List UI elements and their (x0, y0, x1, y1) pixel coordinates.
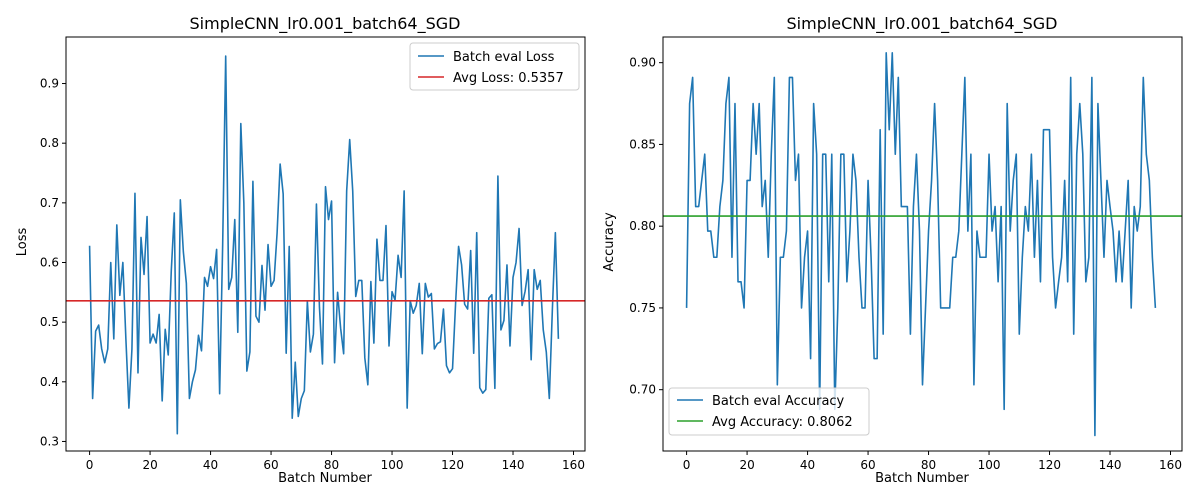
accuracy-chart-xtick-label: 100 (978, 458, 1001, 472)
loss-chart-legend: Batch eval Loss Avg Loss: 0.5357 (409, 42, 580, 91)
accuracy-chart-ytick-label: 0.90 (629, 56, 656, 70)
accuracy-chart-ytick-label: 0.70 (629, 383, 656, 397)
accuracy-chart-legend: Batch eval Accuracy Avg Accuracy: 0.8062 (668, 387, 870, 436)
accuracy-chart-ytick-label: 0.85 (629, 137, 656, 151)
accuracy-chart-xtick-label: 20 (739, 458, 754, 472)
loss-chart-series-line (88, 55, 560, 435)
accuracy-chart-plot-area (663, 52, 1182, 437)
accuracy-chart-legend-box (668, 387, 870, 436)
loss-chart-legend-label-1: Avg Loss: 0.5357 (453, 71, 564, 86)
accuracy-chart-legend-label-1: Avg Accuracy: 0.8062 (712, 415, 853, 430)
accuracy-chart-ticks: 0 20 40 60 80 100 120 140 160 0.70 0.75 0.80 0.85 0.9… (629, 56, 1182, 472)
loss-chart-xtick-label: 60 (263, 458, 278, 472)
loss-chart-ytick-label: 0.3 (40, 434, 59, 448)
loss-chart-ytick-label: 0.6 (40, 255, 59, 269)
accuracy-chart-series-line (685, 52, 1157, 437)
loss-chart-xlabel: Batch Number (278, 471, 372, 486)
accuracy-chart-xtick-label: 80 (921, 458, 936, 472)
loss-chart-ytick-label: 0.9 (40, 77, 59, 91)
loss-chart-xtick-label: 160 (562, 458, 585, 472)
accuracy-chart-ylabel: Accuracy (602, 212, 617, 272)
loss-chart-ytick-label: 0.5 (40, 315, 59, 329)
loss-chart-ytick-label: 0.8 (40, 136, 59, 150)
accuracy-chart-title: SimpleCNN_lr0.001_batch64_SGD (787, 14, 1058, 34)
accuracy-chart-xtick-label: 0 (683, 458, 691, 472)
loss-chart-xtick-label: 100 (381, 458, 404, 472)
loss-chart-xtick-label: 40 (203, 458, 218, 472)
loss-chart-plot-area (66, 55, 585, 435)
loss-chart-ytick-label: 0.7 (40, 196, 59, 210)
accuracy-chart-xtick-label: 140 (1099, 458, 1122, 472)
accuracy-chart-xtick-label: 60 (860, 458, 875, 472)
accuracy-chart-xlabel: Batch Number (875, 471, 969, 486)
loss-chart: SimpleCNN_lr0.001_batch64_SGD Batch Numb… (15, 14, 586, 486)
loss-chart-legend-box (409, 42, 580, 91)
accuracy-chart-ytick-label: 0.80 (629, 219, 656, 233)
loss-chart-xtick-label: 80 (324, 458, 339, 472)
loss-chart-ylabel: Loss (15, 228, 30, 257)
accuracy-chart-xtick-label: 120 (1038, 458, 1061, 472)
accuracy-chart-ytick-label: 0.75 (629, 301, 656, 315)
accuracy-chart-axes-frame (662, 36, 1183, 452)
loss-chart-legend-label-0: Batch eval Loss (453, 50, 555, 65)
accuracy-chart: SimpleCNN_lr0.001_batch64_SGD Batch Numb… (602, 14, 1183, 486)
loss-chart-title: SimpleCNN_lr0.001_batch64_SGD (190, 14, 461, 34)
loss-chart-ticks: 0 20 40 60 80 100 120 140 160 0.3 0.4 0.5 0.6 0.7 0.8 0… (40, 77, 585, 472)
loss-chart-xtick-label: 0 (86, 458, 94, 472)
loss-chart-xtick-label: 120 (441, 458, 464, 472)
accuracy-chart-xtick-label: 40 (800, 458, 815, 472)
loss-chart-axes-frame (65, 36, 586, 452)
accuracy-chart-xtick-label: 160 (1159, 458, 1182, 472)
accuracy-chart-legend-label-0: Batch eval Accuracy (712, 394, 845, 409)
loss-chart-xtick-label: 20 (142, 458, 157, 472)
loss-chart-ytick-label: 0.4 (40, 375, 59, 389)
loss-chart-xtick-label: 140 (502, 458, 525, 472)
